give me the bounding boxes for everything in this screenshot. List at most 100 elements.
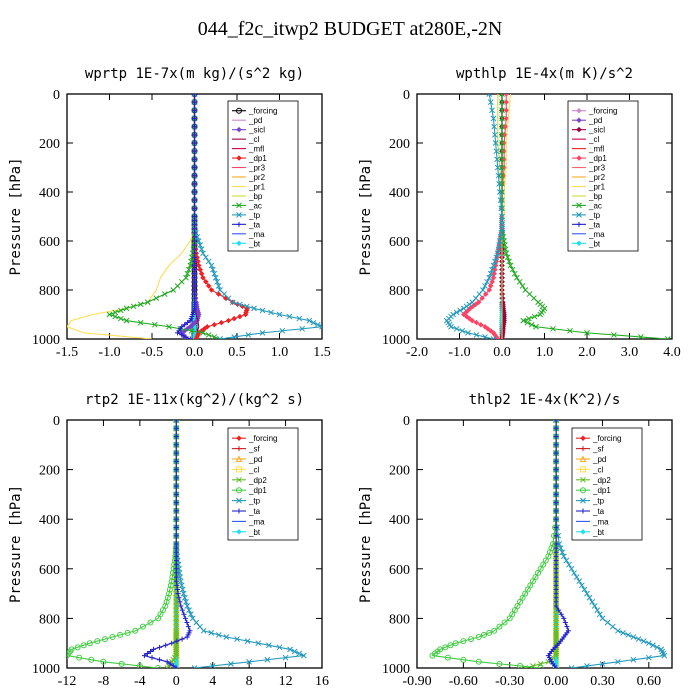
series-tp-point <box>594 607 601 613</box>
series-ac-point <box>137 301 144 308</box>
series-tp-point <box>453 309 460 316</box>
series-dp1-point <box>542 557 549 564</box>
series-ta-point <box>173 450 179 456</box>
series-ta-point <box>179 607 185 613</box>
legend-pr3-label: _pr3 <box>588 164 606 173</box>
series-ta-point <box>173 425 179 431</box>
x-tick-label: -1.0 <box>448 345 470 360</box>
series-ta-point <box>157 644 163 650</box>
series-ta-point <box>558 611 564 617</box>
legend-forcing-marker <box>580 435 586 442</box>
y-tick-label: 200 <box>389 137 410 152</box>
legend-dp2-label: _dp2 <box>592 476 611 485</box>
series-tp-point <box>495 172 502 179</box>
series-ta-point <box>173 524 179 530</box>
series-ac-point <box>170 287 177 293</box>
series-tp-point <box>215 632 222 638</box>
series-ac-point <box>526 315 532 322</box>
series-ta-point <box>187 318 193 324</box>
series-tp-point <box>200 250 206 257</box>
x-tick-label: 8 <box>246 674 253 689</box>
series-dp1-point <box>452 640 459 647</box>
series-dp1-point <box>429 652 436 659</box>
series-ta-point <box>184 620 190 626</box>
legend-ma-label: _ma <box>248 230 265 239</box>
series-dp1-point <box>215 291 222 297</box>
series-tp-point <box>266 642 272 649</box>
series-dp1-point <box>489 278 495 285</box>
series-dp1-point <box>506 615 513 622</box>
series-dp1-point <box>503 107 510 114</box>
series-tp-point <box>661 652 668 659</box>
legend-bt-label: _bt <box>592 528 605 537</box>
legend-tp-label: _tp <box>588 211 601 220</box>
series-ac-point <box>528 321 535 328</box>
series-tp-point <box>557 545 564 551</box>
series-dp1-point <box>475 658 482 665</box>
series-ac-point <box>499 164 505 171</box>
x-tick-label: 1.0 <box>536 345 554 360</box>
series-tp-point <box>568 565 575 572</box>
legend-ac-label: _ac <box>248 201 262 210</box>
series-ta-point <box>553 434 559 440</box>
series-tp-point <box>563 557 570 564</box>
series-dp2-point <box>553 636 559 642</box>
series-dp1-point <box>205 283 212 289</box>
legend-dp1-label: _dp1 <box>248 154 267 163</box>
series-ac-point <box>499 205 505 212</box>
series-dp2-point <box>553 630 559 636</box>
series-dp1-point <box>494 336 501 339</box>
series-dp1-point <box>496 623 503 630</box>
legend-pd-label: _pd <box>248 116 262 125</box>
series-ta-point <box>192 124 197 130</box>
legend-pd-marker <box>579 455 587 462</box>
series-tp-point <box>482 334 488 339</box>
plot-2: wpthlp 1E-4x(m K)/s^2 Pressure [hPa] -2.0 -… <box>358 66 681 360</box>
series-dp1-point <box>155 665 162 668</box>
series-tp-point <box>556 541 563 547</box>
series-dp1-point <box>540 561 547 568</box>
series-tp-point <box>559 549 566 556</box>
series-dp2-line <box>525 420 557 668</box>
legend-ta-marker <box>580 508 586 514</box>
legend-bt-marker <box>580 528 586 535</box>
y-tick-label: 200 <box>389 464 410 479</box>
series-tp-point <box>589 599 596 605</box>
y-tick-label: 600 <box>39 563 60 578</box>
legend-tp-marker <box>236 212 242 218</box>
x-tick-label: -1.5 <box>56 345 78 360</box>
y-axis-label: Pressure [hPa] <box>8 157 24 275</box>
series-dp1-point <box>76 654 83 661</box>
series-tp-point <box>460 305 467 312</box>
legend-dp1-label: _dp1 <box>248 486 267 495</box>
series-ac-point <box>524 319 531 326</box>
series-tp-point <box>310 319 317 326</box>
y-tick-label: 400 <box>389 513 410 528</box>
y-tick-label: 1000 <box>382 662 410 677</box>
legend: _forcing_pd_sicl_cl_mfl_dp1_pr3_pr2_pr1_… <box>227 100 299 252</box>
series-tp-point <box>494 156 500 163</box>
series-tp-point <box>184 603 191 609</box>
series-ac-point <box>520 317 527 324</box>
legend-tp-marker <box>576 212 582 218</box>
series-ta-line <box>143 420 191 668</box>
legend-bp-label: _bp <box>588 192 603 201</box>
legend-sf-label: _sf <box>592 445 604 454</box>
series-tp-point <box>183 599 189 605</box>
legend-ta-marker <box>236 221 242 227</box>
series-ac-point <box>509 266 516 273</box>
series-dp2-point <box>553 632 559 638</box>
series-tp-point <box>560 553 567 560</box>
series-ta-point <box>173 665 179 668</box>
y-tick-label: 800 <box>39 612 60 627</box>
series-tp-point <box>493 254 500 261</box>
y-tick-label: 0 <box>53 414 60 429</box>
series-ta-point <box>553 467 559 473</box>
legend-dp1-marker <box>580 487 586 494</box>
series-tp-line <box>446 94 503 339</box>
y-tick-label: 1000 <box>32 662 60 677</box>
series-dp1-point <box>473 319 480 326</box>
series-ac-point <box>503 250 510 257</box>
series-dp2-point <box>164 665 171 668</box>
series-ac-point <box>506 258 512 265</box>
